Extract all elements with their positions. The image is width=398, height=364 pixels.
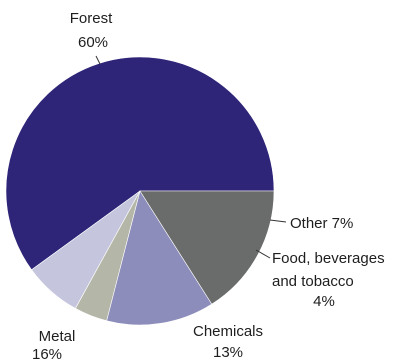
metal-percent: 16% bbox=[32, 346, 62, 363]
pie-slice-forest bbox=[5, 56, 275, 271]
forest-percent: 60% bbox=[78, 34, 108, 51]
forest-label: Forest bbox=[70, 10, 113, 27]
forest-leader-line bbox=[95, 55, 101, 65]
other-leader-line bbox=[269, 219, 287, 223]
pie-slices bbox=[5, 56, 275, 326]
metal-label: Metal bbox=[39, 328, 76, 345]
pie-slice-metal bbox=[139, 190, 275, 305]
chemicals-label: Chemicals bbox=[193, 323, 263, 340]
food-leader-line bbox=[255, 249, 271, 259]
food-percent: 4% bbox=[313, 293, 335, 310]
other-label: Other 7% bbox=[290, 215, 353, 232]
food-label-line2: and tobacco bbox=[272, 273, 354, 290]
food-label-line1: Food, beverages bbox=[272, 250, 385, 267]
chemicals-percent: 13% bbox=[213, 344, 243, 361]
pie-slice-chemicals bbox=[106, 190, 213, 326]
